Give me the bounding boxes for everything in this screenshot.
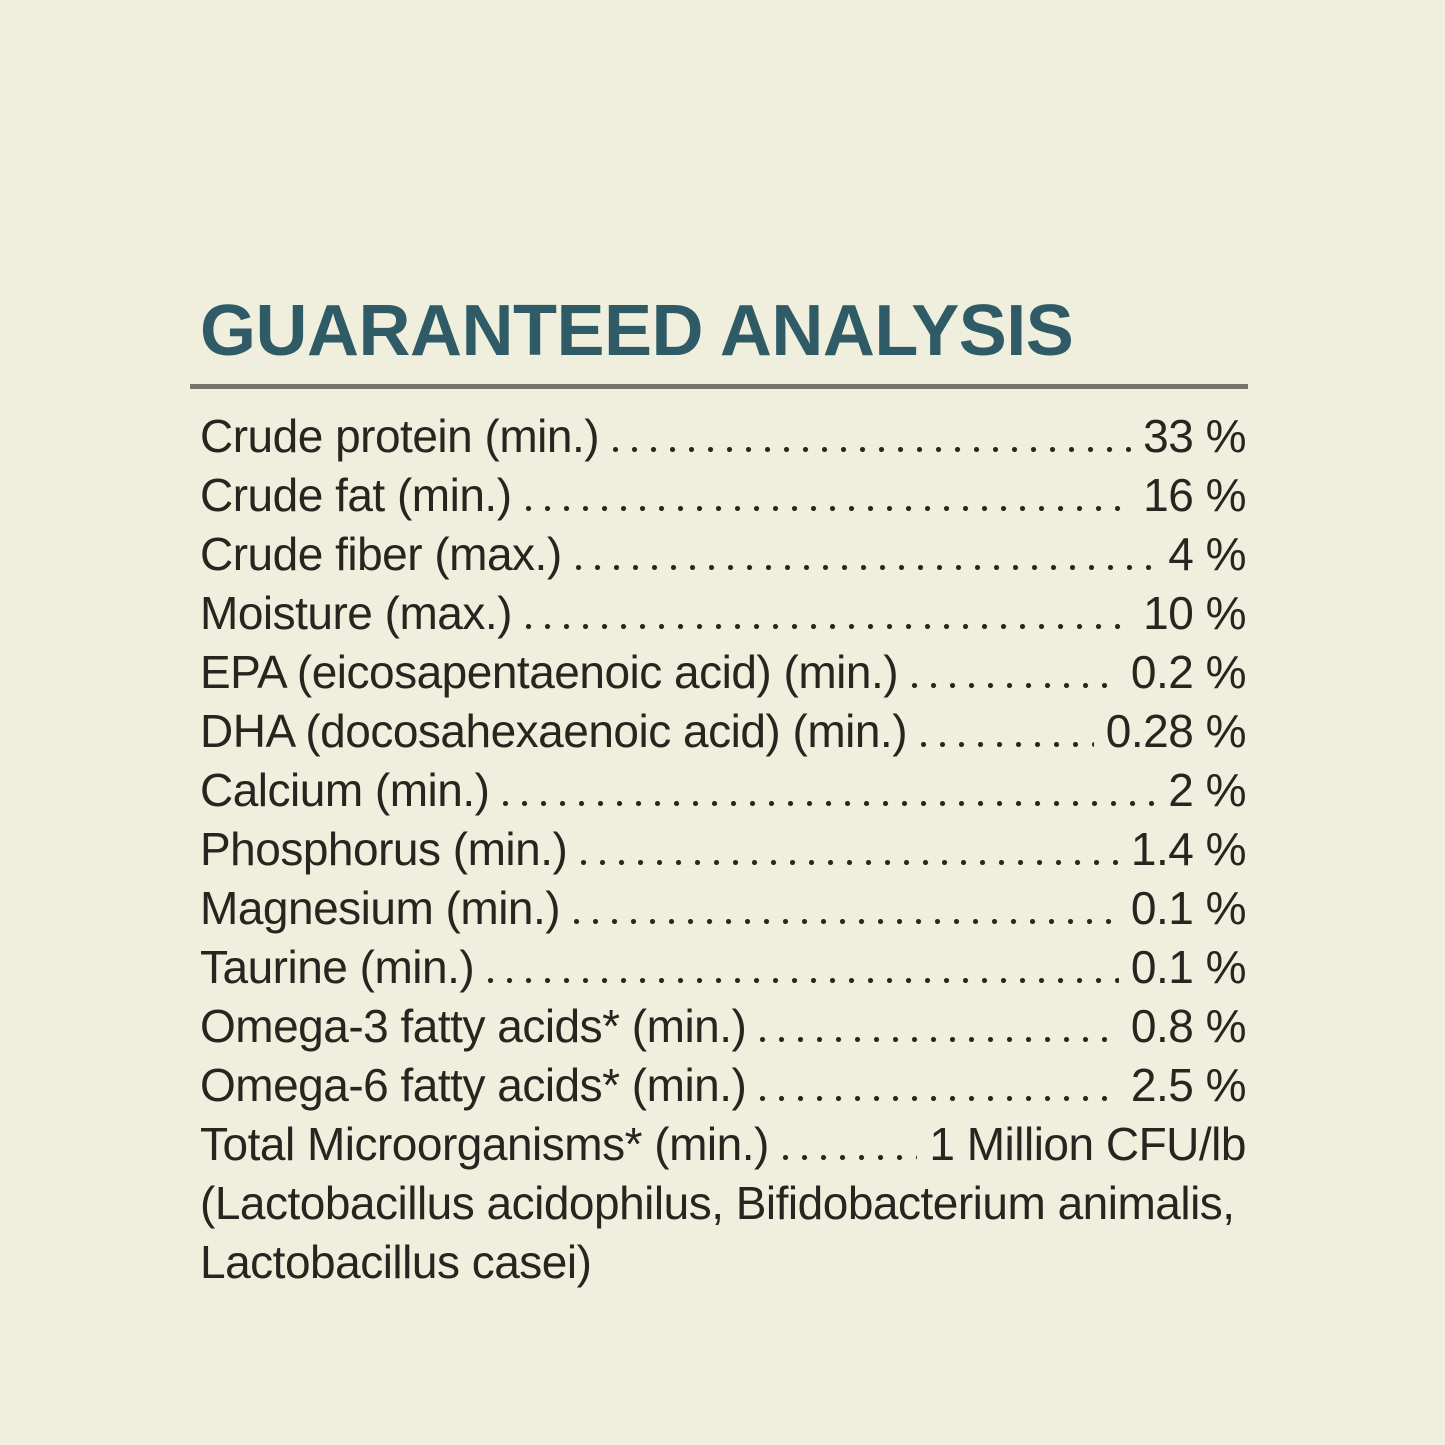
nutrient-label: Crude fat (min.) (200, 468, 512, 521)
nutrient-value: 1.4 % (1130, 822, 1247, 875)
nutrient-value: 10 % (1143, 586, 1246, 639)
analysis-row: Phosphorus (min.) 1.4 % (200, 820, 1247, 879)
nutrient-label: Omega-6 fatty acids* (min.) (200, 1058, 747, 1111)
analysis-row: Taurine (min.) 0.1 % (200, 938, 1247, 997)
nutrient-value: 0.28 % (1105, 704, 1247, 757)
analysis-table: Crude protein (min.) 33 % Crude fat (min.)… (200, 407, 1247, 1174)
nutrient-value: 0.1 % (1130, 940, 1247, 993)
nutrient-label: EPA (eicosapentaenoic acid) (min.) (200, 645, 899, 698)
analysis-row: Total Microorganisms* (min.) 1 Million CF… (200, 1115, 1246, 1174)
page-title: GUARANTEED ANALYSIS (200, 291, 1074, 371)
nutrient-value: 0.2 % (1130, 645, 1247, 698)
guaranteed-analysis-panel: GUARANTEED ANALYSIS Crude protein (min.)… (190, 291, 1248, 1292)
nutrient-value: 33 % (1143, 409, 1246, 462)
microorganisms-footnote: (Lactobacillus acidophilus, Bifidobacter… (200, 1174, 1246, 1292)
footnote-line: (Lactobacillus acidophilus, Bifidobacter… (200, 1176, 1235, 1229)
nutrient-value: 0.8 % (1130, 999, 1247, 1052)
nutrient-label: Taurine (min.) (200, 940, 475, 993)
nutrient-value: 0.1 % (1130, 881, 1247, 934)
nutrient-label: Crude protein (min.) (200, 409, 600, 462)
analysis-row: Crude protein (min.) 33 % (200, 407, 1246, 466)
analysis-row: Magnesium (min.) 0.1 % (200, 879, 1247, 938)
nutrient-value: 1 Million CFU/lb (929, 1117, 1246, 1170)
nutrient-label: Crude fiber (max.) (200, 527, 562, 580)
analysis-row: Calcium (min.) 2 % (200, 761, 1246, 820)
nutrient-label: Omega-3 fatty acids* (min.) (200, 999, 747, 1052)
nutrient-value: 2 % (1168, 763, 1246, 816)
analysis-row: EPA (eicosapentaenoic acid) (min.) 0.2 % (200, 643, 1247, 702)
analysis-row: Moisture (max.) 10 % (200, 584, 1246, 643)
nutrient-label: Moisture (max.) (200, 586, 512, 639)
analysis-row: Crude fiber (max.) 4 % (200, 525, 1246, 584)
nutrient-label: DHA (docosahexaenoic acid) (min.) (200, 704, 908, 757)
nutrient-value: 4 % (1168, 527, 1246, 580)
nutrient-value: 2.5 % (1130, 1058, 1247, 1111)
analysis-row: Crude fat (min.) 16 % (200, 466, 1246, 525)
footnote-line: Lactobacillus casei) (200, 1235, 592, 1288)
title-divider (190, 383, 1248, 389)
nutrient-value: 16 % (1143, 468, 1246, 521)
nutrient-label: Calcium (min.) (200, 763, 490, 816)
nutrient-label: Magnesium (min.) (200, 881, 561, 934)
analysis-row: Omega-3 fatty acids* (min.) 0.8 % (200, 997, 1247, 1056)
analysis-row: Omega-6 fatty acids* (min.) 2.5 % (200, 1056, 1247, 1115)
nutrient-label: Total Microorganisms* (min.) (200, 1117, 769, 1170)
analysis-row: DHA (docosahexaenoic acid) (min.) 0.28 % (200, 702, 1247, 761)
nutrient-label: Phosphorus (min.) (200, 822, 568, 875)
